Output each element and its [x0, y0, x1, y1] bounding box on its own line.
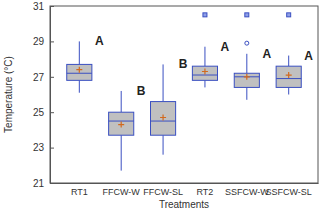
- median: [151, 121, 176, 122]
- box: [67, 64, 92, 80]
- group-letter: A: [95, 34, 104, 48]
- x-tick-label: SSFCW-W: [225, 187, 269, 197]
- y-tick: 23: [33, 142, 54, 153]
- upper-whisker: [121, 91, 122, 112]
- x-axis-line: [51, 183, 319, 184]
- upper-whisker: [288, 56, 289, 67]
- plot-frame: [50, 6, 318, 183]
- x-tick: SSFCW-SL: [266, 183, 312, 197]
- upper-whisker: [79, 41, 80, 64]
- box-group: [234, 13, 259, 100]
- mean-marker: [118, 122, 124, 128]
- box: [276, 66, 301, 87]
- y-tick-label: 23: [33, 142, 45, 153]
- outlier: [245, 41, 249, 45]
- x-tick-label: FFCW-W: [103, 187, 141, 197]
- y-tick-label: 25: [33, 107, 45, 118]
- y-tick: 25: [33, 107, 54, 118]
- x-tick: RT2: [197, 183, 214, 197]
- x-tick: FFCW-SL: [143, 183, 183, 197]
- y-tick-label: 21: [33, 178, 45, 189]
- x-axis: RT1 FFCW-WFFCW-SL RT2 SSFCW-WSSFCW-SL: [51, 183, 319, 197]
- x-tick-label: RT1: [71, 187, 88, 197]
- lower-whisker: [246, 87, 247, 99]
- y-tick-mark: [50, 112, 54, 113]
- group-letter: A: [304, 49, 313, 63]
- box: [151, 102, 176, 136]
- plot: 21 23 25 27 29 31 RT1 FFCW-WFFCW-SL RT2 SSFCW-WSS…: [33, 1, 319, 198]
- y-axis-title: Temperature (°C): [3, 56, 14, 133]
- box: [192, 66, 217, 80]
- median: [67, 73, 92, 74]
- x-tick: SSFCW-W: [225, 183, 269, 197]
- group-letter: A: [262, 47, 271, 61]
- y-tick: 29: [33, 36, 54, 47]
- x-tick: RT1: [71, 183, 88, 197]
- lower-whisker: [121, 135, 122, 170]
- y-tick-label: 29: [33, 36, 45, 47]
- y-tick: 31: [33, 1, 54, 12]
- box-group: [67, 41, 92, 92]
- x-tick-label: RT2: [197, 187, 214, 197]
- marks: [67, 13, 302, 171]
- box-group: [192, 13, 217, 88]
- y-tick-mark: [50, 6, 54, 7]
- median: [192, 75, 217, 76]
- upper-whisker: [204, 47, 205, 66]
- mean-marker: [76, 67, 82, 73]
- y-tick-label: 31: [33, 1, 45, 12]
- mean-marker: [286, 72, 292, 78]
- x-tick-label: FFCW-SL: [143, 187, 183, 197]
- y-tick-mark: [50, 77, 54, 78]
- median: [276, 78, 301, 79]
- far-outlier: [287, 13, 291, 17]
- y-tick-mark: [50, 41, 54, 42]
- group-letter: A: [221, 40, 230, 54]
- median: [109, 121, 134, 122]
- lower-whisker: [288, 87, 289, 94]
- box-group: [151, 64, 176, 154]
- far-outlier: [203, 13, 207, 17]
- mean-marker: [202, 68, 208, 74]
- box: [109, 112, 134, 135]
- mean-marker: [160, 115, 166, 121]
- y-tick-label: 27: [33, 72, 45, 83]
- group-letter: B: [179, 57, 188, 71]
- y-axis: 21 23 25 27 29 31: [33, 1, 54, 189]
- box-group: [276, 13, 301, 95]
- x-axis-title: Treatments: [159, 199, 209, 210]
- upper-whisker: [163, 64, 164, 101]
- lower-whisker: [79, 80, 80, 92]
- lower-whisker: [163, 135, 164, 154]
- y-tick: 27: [33, 72, 54, 83]
- x-tick-label: SSFCW-SL: [266, 187, 312, 197]
- chart: 21 23 25 27 29 31 RT1 FFCW-WFFCW-SL RT2 SSFCW-WSS…: [0, 0, 322, 211]
- lower-whisker: [204, 80, 205, 87]
- far-outlier: [245, 13, 249, 17]
- x-tick: FFCW-W: [103, 183, 141, 197]
- mean-marker: [244, 74, 250, 80]
- box: [234, 73, 259, 87]
- y-tick-mark: [50, 148, 54, 149]
- y-axis-line: [50, 7, 51, 184]
- upper-whisker: [246, 54, 247, 73]
- group-letter: B: [137, 84, 146, 98]
- box-group: [109, 91, 134, 171]
